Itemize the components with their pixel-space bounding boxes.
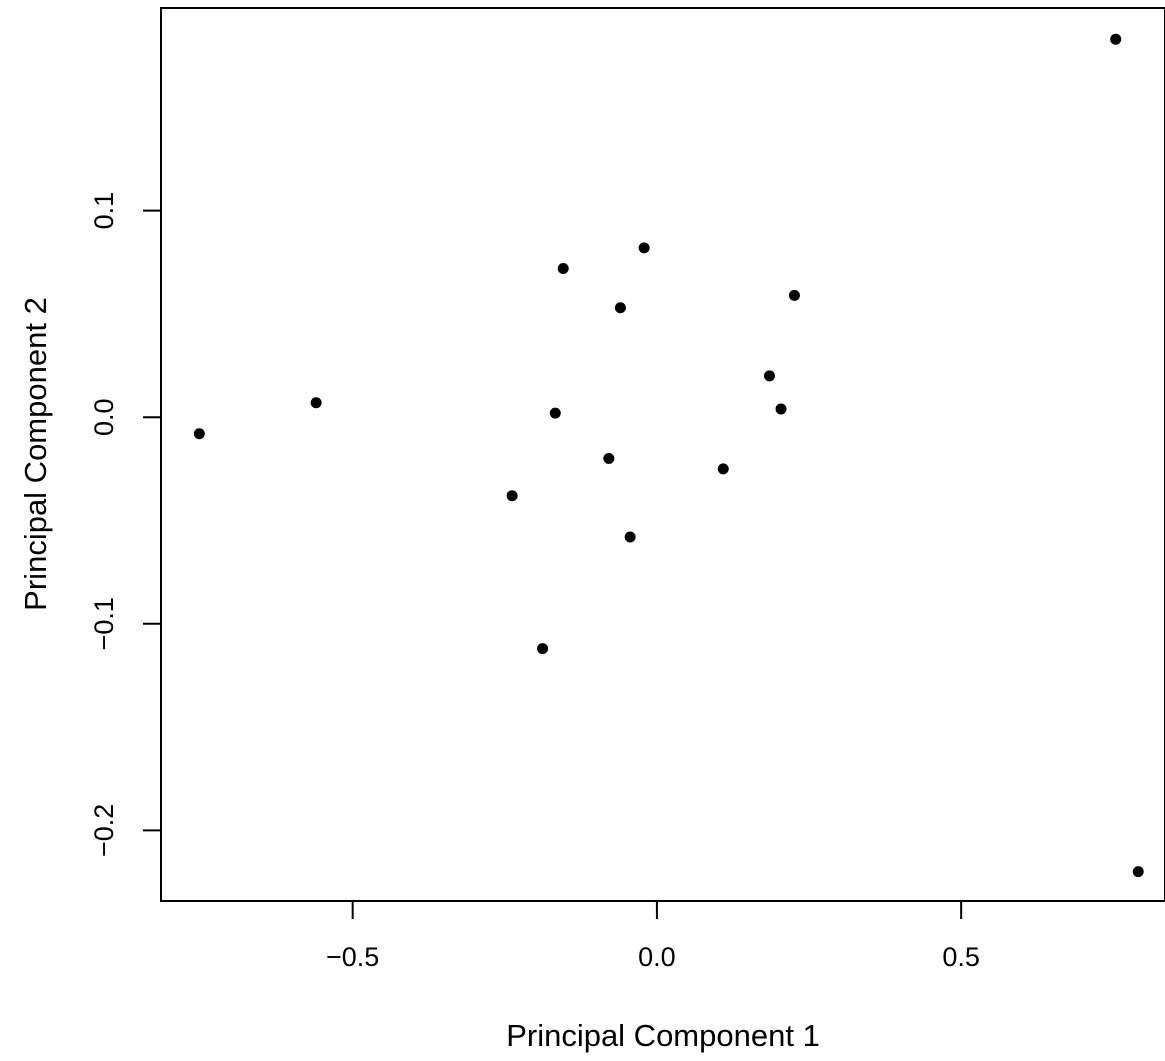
data-point [638, 242, 650, 254]
x-tick-label: −0.5 [326, 942, 379, 972]
data-point [717, 463, 729, 475]
data-point [763, 370, 775, 382]
data-point [1132, 866, 1144, 878]
data-point [614, 302, 626, 314]
y-tick-label: −0.1 [89, 597, 119, 650]
y-axis: −0.2 −0.1 0.0 0.1 [89, 192, 161, 857]
data-point [557, 262, 569, 274]
x-tick-label: 0.0 [638, 942, 676, 972]
plot-frame [160, 7, 1165, 902]
x-axis: −0.5 0.0 0.5 [326, 901, 980, 972]
x-tick-label: 0.5 [942, 942, 980, 972]
data-point [788, 289, 800, 301]
data-point [775, 403, 787, 415]
x-axis-label: Principal Component 1 [506, 1018, 820, 1053]
data-point [506, 490, 518, 502]
data-point [537, 643, 549, 655]
data-points [193, 33, 1144, 878]
y-tick-label: 0.0 [89, 398, 119, 436]
data-point [193, 428, 205, 440]
data-point [549, 407, 561, 419]
data-point [603, 453, 615, 465]
y-tick-label: −0.2 [89, 804, 119, 857]
y-tick-label: 0.1 [89, 192, 119, 230]
data-point [624, 531, 636, 543]
y-axis-label: Principal Component 2 [18, 297, 53, 611]
data-point [310, 397, 322, 409]
data-point [1110, 33, 1122, 45]
